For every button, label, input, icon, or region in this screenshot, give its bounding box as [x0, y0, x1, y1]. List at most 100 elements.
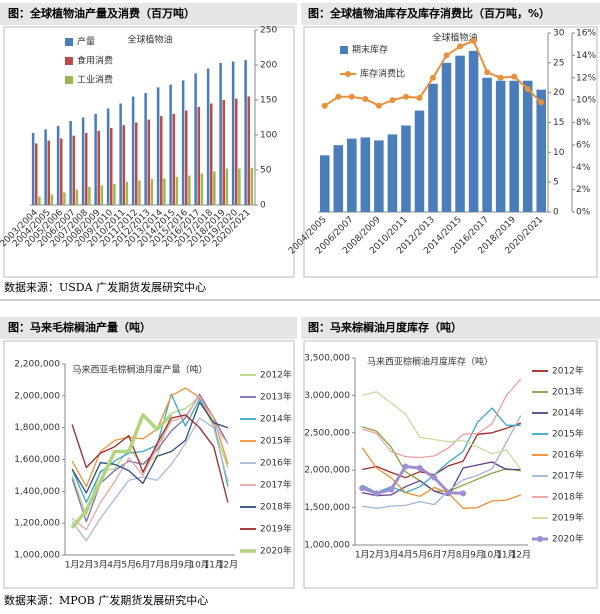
- bar: [238, 168, 241, 205]
- y2-tick-label: 16%: [576, 29, 596, 39]
- legend-label: 2012年: [260, 369, 292, 381]
- marker: [373, 490, 380, 497]
- legend-label: 2014年: [260, 413, 292, 425]
- bar: [34, 143, 38, 205]
- marker: [375, 102, 382, 109]
- bar: [247, 96, 251, 205]
- y2-tick-label: 2%: [576, 185, 591, 195]
- x-tick-label: 2月: [79, 560, 94, 571]
- panel-header: [0, 3, 297, 25]
- y2-tick-label: 6%: [576, 140, 591, 150]
- x-tick-label: 8月: [456, 550, 471, 561]
- x-tick-label: 11月: [204, 560, 224, 571]
- panel-title: 图：全球植物油库存及库存消费比（百万吨，%）: [308, 6, 550, 20]
- x-tick-label: 1月: [355, 550, 370, 561]
- marker: [524, 85, 531, 92]
- chart-subtitle: 全球植物油: [127, 34, 172, 46]
- bar: [225, 168, 229, 205]
- bar: [81, 117, 85, 205]
- bar: [374, 140, 384, 212]
- bar: [522, 80, 533, 212]
- y-tick-label: 1,800,000: [14, 423, 60, 433]
- bar: [163, 178, 166, 205]
- x-tick-label: 3月: [384, 550, 399, 561]
- x-tick-label: 12月: [511, 550, 531, 561]
- marker: [445, 489, 452, 496]
- y-tick-label: 2,200,000: [14, 360, 60, 370]
- marker: [362, 96, 369, 103]
- y-tick-label: 15: [553, 118, 564, 128]
- chart-subtitle: 全球植物油: [432, 32, 477, 44]
- bar: [159, 116, 163, 205]
- y2-tick-label: 8%: [576, 118, 591, 128]
- bar: [222, 100, 226, 205]
- legend-label: 食用消费: [77, 55, 113, 67]
- line: [71, 414, 229, 503]
- marker: [511, 73, 518, 80]
- bar: [63, 192, 66, 205]
- bar: [188, 175, 191, 205]
- bar: [536, 89, 547, 212]
- y-tick-label: 1,000,000: [304, 541, 350, 551]
- chart-frame: [303, 26, 598, 278]
- y-tick-label: 2,500,000: [304, 428, 350, 438]
- legend-label: 2012年: [552, 365, 584, 377]
- x-tick-label: 1月: [65, 560, 80, 571]
- chart-subtitle: 马来西亚棕榈油月度库存（吨）: [367, 356, 493, 368]
- chart-frame: [3, 26, 295, 278]
- marker: [348, 93, 355, 100]
- bar: [97, 130, 101, 205]
- line: [71, 395, 229, 531]
- legend-swatch: [65, 76, 73, 84]
- legend-label: 2020年: [552, 533, 584, 545]
- bar: [250, 167, 254, 205]
- line: [71, 401, 229, 494]
- bar: [156, 87, 160, 205]
- bar: [509, 80, 519, 212]
- x-tick-label: 3月: [93, 560, 108, 571]
- source: 数据来源：USDA 广发期货发展研究中心: [4, 280, 206, 294]
- bar: [150, 179, 154, 205]
- bar: [138, 180, 141, 205]
- bar: [122, 125, 126, 205]
- x-tick-label: 12月: [218, 560, 238, 571]
- bar: [231, 61, 235, 205]
- marker: [430, 74, 436, 81]
- marker: [457, 43, 464, 50]
- line: [362, 391, 522, 470]
- bar: [69, 121, 72, 205]
- marker: [416, 94, 423, 101]
- x-tick-label: 9月: [178, 560, 193, 571]
- panel-title: 图：全球植物油产量及消费（百万吨）: [8, 6, 195, 20]
- y-tick-label: 1,200,000: [14, 519, 60, 529]
- legend-label: 工业消费: [77, 74, 113, 86]
- bar: [209, 103, 213, 205]
- line: [362, 422, 522, 479]
- bar: [72, 135, 76, 205]
- marker: [431, 474, 438, 481]
- x-tick-label: 9月: [470, 550, 485, 561]
- x-tick-label: 6月: [427, 550, 442, 561]
- legend-label: 2015年: [260, 435, 292, 447]
- bar: [38, 196, 41, 205]
- y2-tick-label: 14%: [576, 51, 596, 61]
- legend-swatch: [65, 57, 73, 65]
- chart-subtitle: 马来西亚毛棕榈油月度产量（吨）: [72, 364, 207, 376]
- bar: [50, 194, 54, 205]
- legend-marker: [345, 71, 351, 77]
- legend-marker: [537, 536, 543, 542]
- bar: [119, 103, 122, 205]
- bar: [109, 128, 113, 205]
- bar: [387, 134, 398, 212]
- bar: [197, 107, 201, 205]
- y-tick-label: 1,000,000: [14, 551, 60, 561]
- legend-label: 2014年: [552, 407, 584, 419]
- legend-label: 2013年: [260, 391, 292, 403]
- marker: [321, 102, 328, 109]
- bar: [184, 110, 188, 205]
- bar: [31, 132, 35, 205]
- bar: [172, 114, 176, 205]
- y-tick-label: 0: [260, 201, 266, 211]
- y2-tick-label: 10%: [576, 96, 596, 106]
